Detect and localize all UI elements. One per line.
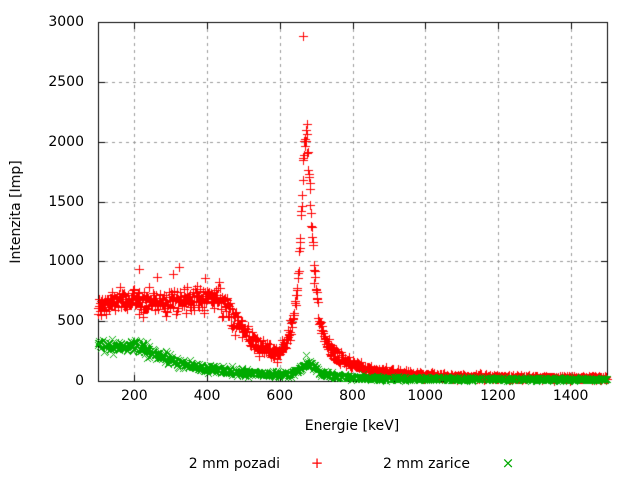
y-axis-title: Intenzita [Imp] — [8, 160, 24, 264]
cross-marker-icon: × — [501, 454, 515, 472]
y-tick-label: 1000 — [48, 253, 84, 270]
x-tick-label: 1000 — [407, 388, 444, 404]
x-tick-label: 800 — [339, 388, 366, 404]
legend-label-zarice: 2 mm zarice — [383, 456, 470, 472]
x-tick-label: 200 — [120, 388, 148, 404]
legend-label-pozadi: 2 mm pozadi — [188, 456, 280, 472]
y-tick-label: 2500 — [48, 73, 84, 90]
y-tick-label: 500 — [57, 313, 84, 330]
x-tick-label: 1200 — [480, 388, 516, 404]
y-tick-label: 2000 — [48, 133, 84, 150]
x-tick-label: 600 — [266, 388, 294, 404]
y-tick-label: 0 — [75, 373, 84, 389]
x-tick-label: 400 — [193, 388, 221, 404]
y-tick-label: 1500 — [48, 193, 84, 210]
x-axis-title: Energie [keV] — [304, 418, 400, 434]
x-tick-label: 1400 — [552, 388, 589, 404]
y-tick-label: 3000 — [48, 14, 84, 30]
plus-marker-icon: + — [310, 454, 324, 472]
